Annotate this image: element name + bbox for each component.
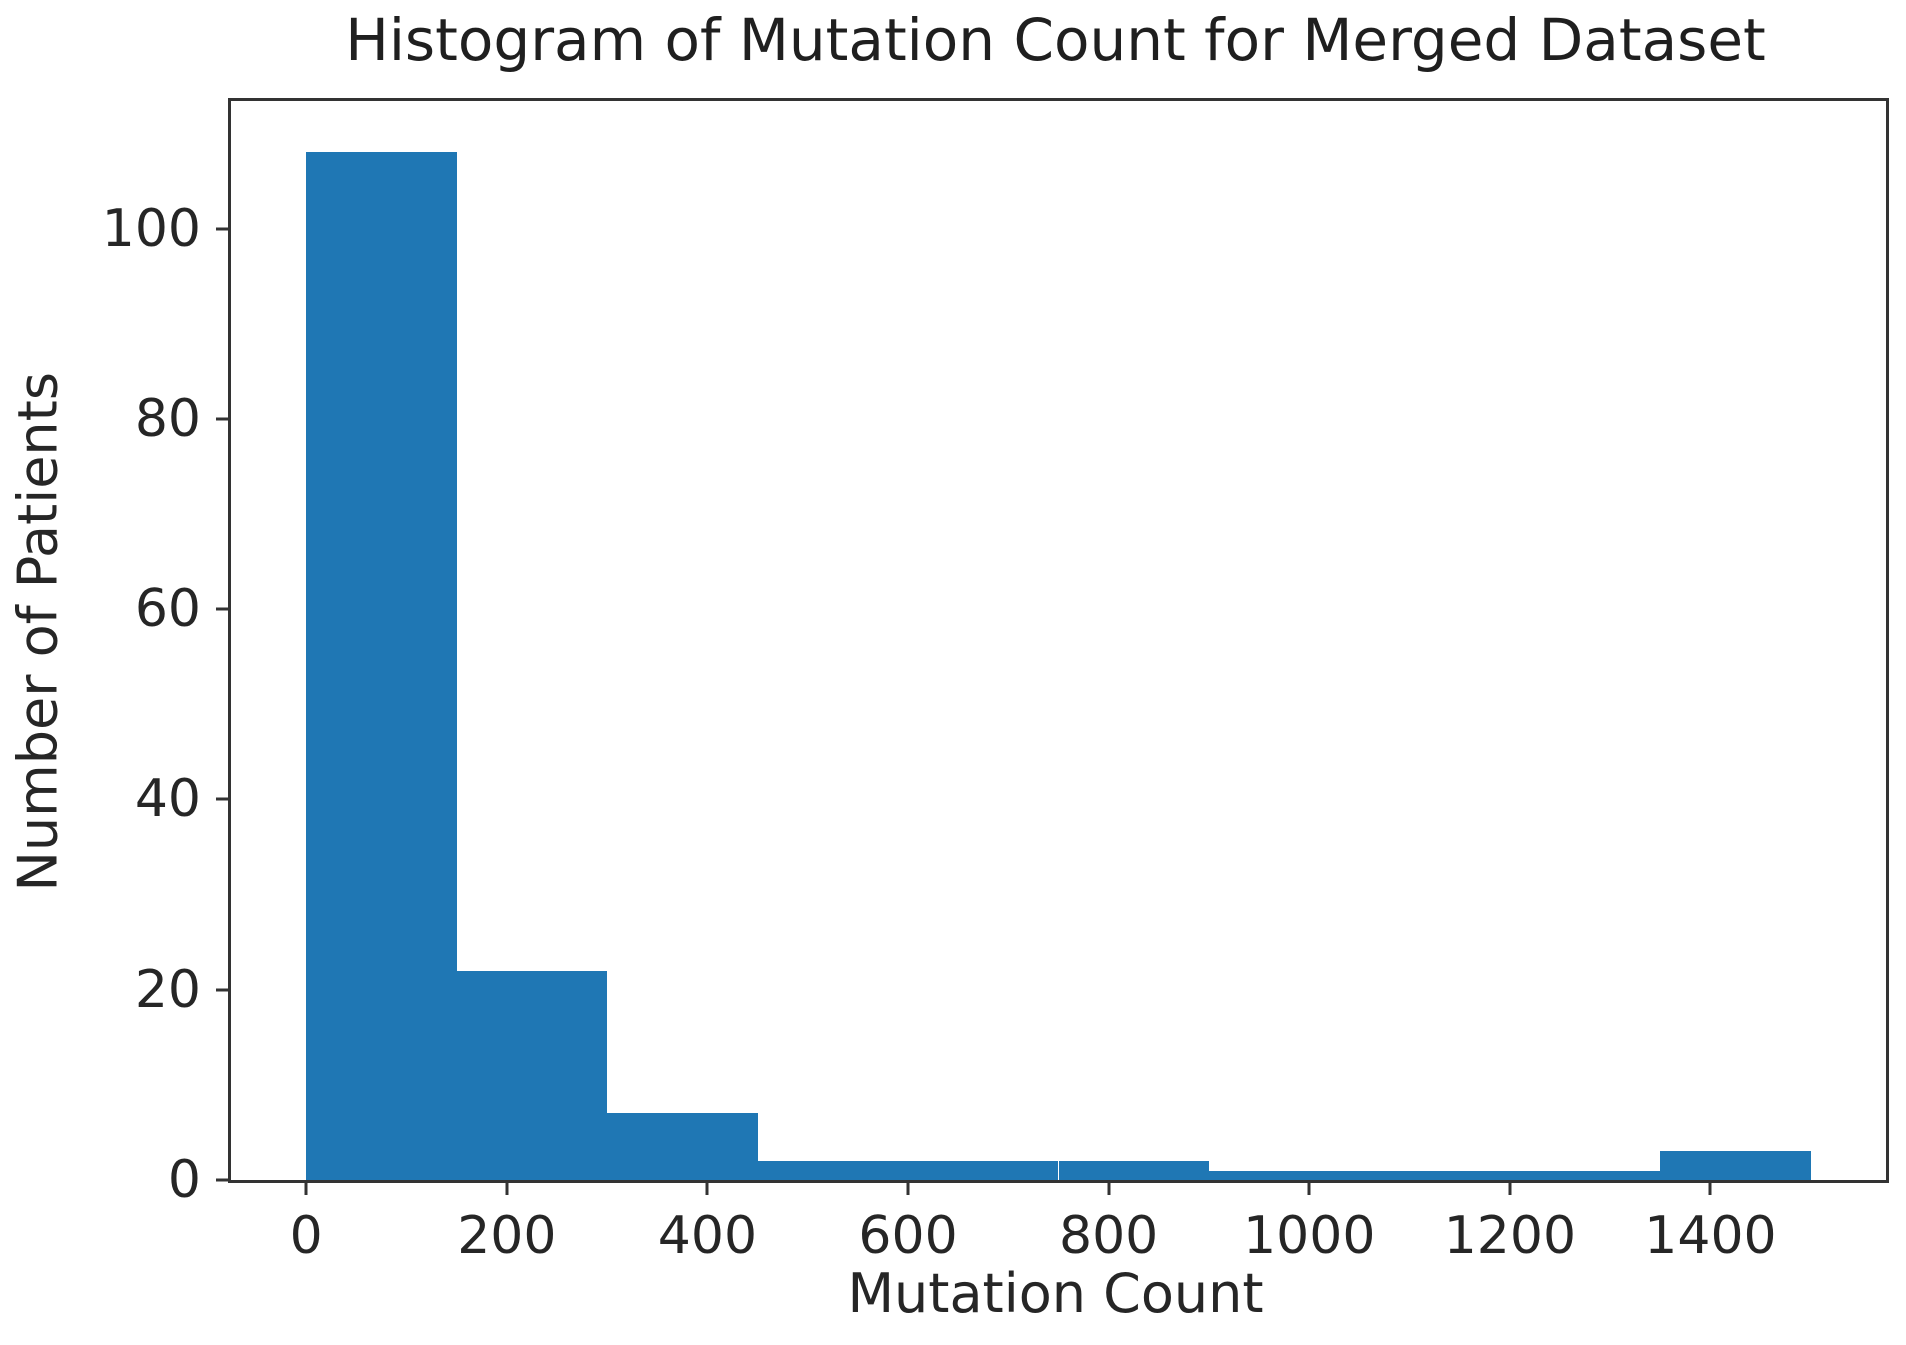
x-tick-mark: [906, 1180, 910, 1195]
y-tick-mark: [216, 988, 231, 992]
plot-area: 0 200 400 600 800 1000 1200 1400 0 20 40 60 80 100: [102, 98, 1889, 1266]
x-tick-mark: [1307, 1180, 1311, 1195]
x-tick-mark: [1508, 1180, 1512, 1195]
histogram-bar: [1359, 1170, 1510, 1180]
y-tick-label: 20: [134, 959, 201, 1020]
x-tick-label: 400: [657, 1206, 758, 1266]
y-tick-label: 40: [134, 769, 201, 830]
y-tick-mark: [216, 227, 231, 230]
y-tick-mark: [216, 1178, 231, 1182]
x-tick-label: 600: [858, 1206, 958, 1266]
histogram-bar: [306, 152, 457, 1180]
histogram-bar: [757, 1160, 909, 1180]
y-tick-label: 60: [134, 579, 201, 640]
y-tick-mark: [216, 607, 231, 611]
x-tick-mark: [1107, 1180, 1111, 1195]
y-axis-label: Number of Patients: [6, 372, 70, 892]
x-tick-mark: [505, 1180, 509, 1195]
x-tick-mark: [304, 1180, 308, 1195]
histogram-bar: [456, 970, 608, 1180]
y-tick-label: 0: [167, 1150, 201, 1210]
y-tick-mark: [216, 417, 231, 421]
histogram-bar: [1058, 1160, 1209, 1180]
y-tick-label: 100: [101, 198, 201, 259]
x-tick-mark: [1708, 1180, 1712, 1195]
x-tick-label: 200: [457, 1206, 557, 1266]
x-tick-label: 0: [289, 1206, 323, 1266]
histogram-bar: [1509, 1170, 1661, 1180]
x-tick-label: 800: [1059, 1206, 1159, 1266]
y-tick-mark: [216, 797, 231, 801]
x-tick-label: 1000: [1243, 1206, 1376, 1266]
histogram-bar: [607, 1113, 758, 1180]
x-tick-label: 1200: [1443, 1206, 1577, 1266]
histogram-bar: [1660, 1151, 1811, 1180]
x-axis-label: Mutation Count: [847, 1262, 1264, 1325]
histogram-bar: [908, 1160, 1059, 1180]
x-tick-mark: [705, 1180, 709, 1195]
chart-title: Histogram of Mutation Count for Merged D…: [345, 6, 1766, 74]
y-tick-label: 80: [134, 388, 201, 449]
x-tick-label: 1400: [1644, 1206, 1777, 1266]
histogram-bar: [1208, 1170, 1360, 1180]
